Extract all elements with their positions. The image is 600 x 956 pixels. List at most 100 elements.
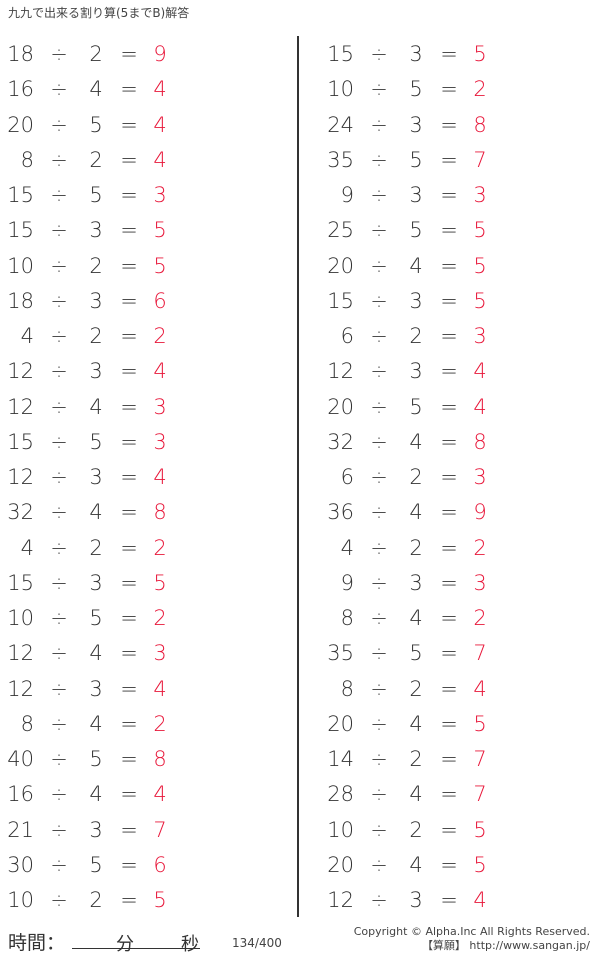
dividend: 12 [7, 676, 34, 701]
problem-row: 15 ÷ 3 = 5 [0, 215, 180, 245]
dividend: 10 [327, 77, 354, 102]
operator: ÷ [370, 77, 388, 102]
divisor: 3 [409, 42, 423, 66]
answer: 3 [153, 183, 167, 207]
operator: ÷ [50, 852, 68, 877]
operator: ÷ [370, 394, 388, 419]
answer: 2 [473, 606, 487, 630]
divisor: 4 [409, 253, 423, 278]
answer: 4 [153, 77, 167, 102]
problem-row: 4 ÷ 2 = 2 [0, 321, 180, 351]
dividend: 4 [20, 535, 34, 560]
dividend: 40 [7, 747, 34, 771]
divisor: 3 [89, 465, 103, 489]
answer: 3 [153, 641, 167, 666]
dividend: 10 [7, 606, 34, 630]
equals-sign: = [120, 288, 138, 313]
equals-sign: = [440, 324, 458, 348]
divisor: 2 [409, 817, 423, 842]
operator: ÷ [370, 253, 388, 278]
divisor: 4 [409, 852, 423, 877]
minutes-label: 分 [116, 934, 134, 955]
operator: ÷ [50, 183, 68, 207]
site-url: 【算願】 http://www.sangan.jp/ [421, 939, 590, 952]
answer: 4 [153, 782, 167, 807]
operator: ÷ [50, 429, 68, 454]
answer: 3 [473, 324, 487, 348]
answer: 5 [473, 218, 487, 243]
problem-row: 35 ÷ 5 = 7 [320, 145, 500, 175]
problem-row: 14 ÷ 2 = 7 [320, 744, 500, 774]
problem-row: 15 ÷ 3 = 5 [320, 39, 500, 69]
divisor: 4 [409, 500, 423, 525]
answer: 7 [473, 782, 487, 807]
page-number: 134/400 [232, 936, 282, 950]
dividend: 18 [7, 288, 34, 313]
operator: ÷ [370, 852, 388, 877]
operator: ÷ [50, 218, 68, 243]
time-label: 時間： [8, 932, 66, 954]
dividend: 24 [327, 112, 354, 137]
equals-sign: = [120, 817, 138, 842]
answer: 4 [153, 359, 167, 384]
dividend: 30 [7, 852, 34, 877]
equals-sign: = [440, 535, 458, 560]
equals-sign: = [440, 888, 458, 912]
operator: ÷ [370, 817, 388, 842]
divisor: 4 [89, 394, 103, 419]
problem-row: 20 ÷ 4 = 5 [320, 251, 500, 281]
problem-row: 40 ÷ 5 = 8 [0, 744, 180, 774]
problem-row: 8 ÷ 4 = 2 [320, 603, 500, 633]
equals-sign: = [440, 183, 458, 207]
problem-row: 6 ÷ 2 = 3 [320, 462, 500, 492]
divisor: 3 [409, 359, 423, 384]
dividend: 20 [327, 852, 354, 877]
dividend: 6 [340, 324, 354, 348]
problem-row: 15 ÷ 3 = 5 [320, 286, 500, 316]
equals-sign: = [440, 112, 458, 137]
operator: ÷ [50, 641, 68, 666]
problem-row: 30 ÷ 5 = 6 [0, 850, 180, 880]
operator: ÷ [50, 42, 68, 66]
dividend: 25 [327, 218, 354, 243]
equals-sign: = [440, 641, 458, 666]
operator: ÷ [370, 359, 388, 384]
dividend: 15 [327, 42, 354, 66]
divisor: 4 [409, 711, 423, 736]
divisor: 4 [89, 711, 103, 736]
equals-sign: = [440, 676, 458, 701]
divisor: 2 [409, 676, 423, 701]
divisor: 4 [89, 641, 103, 666]
operator: ÷ [370, 288, 388, 313]
divisor: 3 [409, 888, 423, 912]
dividend: 6 [340, 465, 354, 489]
equals-sign: = [120, 641, 138, 666]
answer: 4 [473, 359, 487, 384]
operator: ÷ [370, 183, 388, 207]
equals-sign: = [120, 711, 138, 736]
equals-sign: = [120, 747, 138, 771]
divisor: 2 [409, 324, 423, 348]
dividend: 8 [20, 147, 34, 172]
dividend: 10 [7, 253, 34, 278]
problem-row: 18 ÷ 2 = 9 [0, 39, 180, 69]
answer: 2 [153, 711, 167, 736]
equals-sign: = [440, 606, 458, 630]
equals-sign: = [120, 112, 138, 137]
divisor: 4 [89, 77, 103, 102]
dividend: 12 [327, 888, 354, 912]
divisor: 5 [89, 112, 103, 137]
answer: 2 [473, 77, 487, 102]
operator: ÷ [50, 747, 68, 771]
answer: 2 [473, 535, 487, 560]
dividend: 35 [327, 147, 354, 172]
equals-sign: = [440, 570, 458, 595]
dividend: 12 [327, 359, 354, 384]
dividend: 10 [327, 817, 354, 842]
divisor: 5 [89, 429, 103, 454]
seconds-label: 秒 [181, 934, 199, 955]
problem-row: 25 ÷ 5 = 5 [320, 215, 500, 245]
operator: ÷ [50, 500, 68, 525]
divisor: 3 [89, 817, 103, 842]
dividend: 36 [327, 500, 354, 525]
